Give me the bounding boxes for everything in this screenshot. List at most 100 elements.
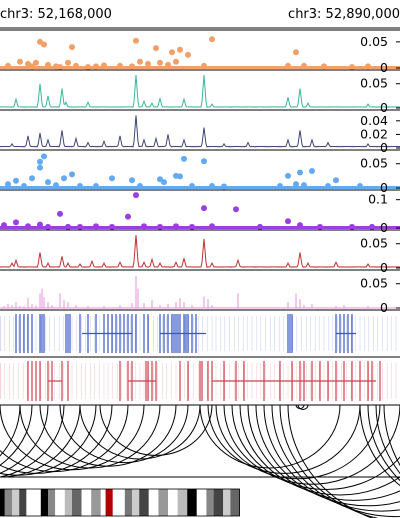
ideogram-band (149, 489, 159, 516)
y-tick-label: 0 (380, 260, 388, 275)
data-point (145, 61, 151, 67)
ideogram-band (158, 489, 168, 516)
data-point (93, 183, 99, 189)
data-point (5, 63, 11, 69)
data-point (77, 224, 83, 230)
data-point (277, 183, 283, 189)
data-point (73, 63, 79, 69)
arc (272, 405, 400, 517)
region-end-label: chr3: 52,890,000 (288, 7, 400, 22)
ideogram-band (26, 489, 40, 516)
region-start-label: chr3: 52,168,000 (0, 7, 112, 22)
data-point (317, 224, 323, 230)
data-point (61, 175, 67, 181)
track-8-blue-features (0, 310, 400, 353)
chromosome-ideogram (0, 489, 240, 516)
track-1-orange-dots: 0.05 0 (0, 30, 400, 75)
ideogram-band (214, 489, 224, 516)
data-point (161, 179, 167, 185)
data-point (137, 59, 143, 65)
arc (368, 405, 400, 518)
track-7-pink-bars: 0.050 (0, 270, 400, 315)
y-tick-label: 0.05 (360, 34, 388, 49)
ideogram-band (101, 489, 106, 516)
data-point (201, 63, 207, 69)
data-point (209, 183, 215, 189)
data-point (37, 159, 43, 165)
data-point (93, 223, 99, 229)
data-point (93, 63, 99, 69)
series-line (0, 235, 400, 267)
data-point (157, 224, 163, 230)
ideogram-band (178, 489, 188, 516)
arc (200, 405, 340, 468)
y-tick-label: 0 (380, 140, 388, 155)
arc (0, 405, 96, 475)
ideogram-band (48, 489, 55, 516)
y-tick-label: 0 (380, 220, 388, 235)
data-point (333, 177, 339, 183)
data-point (177, 47, 183, 53)
data-point (65, 224, 71, 230)
data-point (153, 45, 159, 51)
data-point (297, 222, 303, 228)
data-point (301, 182, 307, 188)
y-tick-label: 0.05 (360, 76, 388, 91)
data-point (209, 223, 215, 229)
data-point (125, 214, 131, 220)
data-point (301, 63, 307, 69)
data-point (117, 63, 123, 69)
data-point (37, 165, 43, 171)
data-point (233, 206, 239, 212)
track-6-red-line: 0.05 0 (0, 230, 400, 275)
y-tick-label: 0 (380, 60, 388, 75)
ideogram-band (65, 489, 72, 516)
series-line (0, 75, 400, 107)
data-point (53, 182, 59, 188)
data-point (285, 173, 291, 179)
data-point (349, 224, 355, 230)
ideogram-band (82, 489, 92, 516)
data-point (325, 183, 331, 189)
data-point (177, 173, 183, 179)
track-3-navy-line: 0.040.020 (0, 110, 400, 155)
data-point (5, 181, 11, 187)
data-point (173, 223, 179, 229)
data-point (173, 59, 179, 65)
ideogram-band (168, 489, 178, 516)
data-point (85, 64, 91, 70)
track-2-teal-line: 0.050 (0, 70, 400, 115)
y-tick-label: 0.05 (360, 236, 388, 251)
data-point (357, 183, 363, 189)
data-point (285, 63, 291, 69)
data-point (17, 59, 23, 65)
data-point (129, 63, 135, 69)
data-point (33, 60, 39, 66)
data-point (133, 192, 139, 198)
ideogram-band (72, 489, 82, 516)
ideogram-band (113, 489, 125, 516)
ideogram-band (55, 489, 65, 516)
data-point (45, 179, 51, 185)
arc (80, 405, 200, 459)
track-9-red-features (0, 357, 400, 401)
data-point (13, 219, 19, 225)
ideogram-band (41, 489, 48, 516)
data-point (293, 49, 299, 55)
data-point (257, 224, 263, 230)
data-point (77, 183, 83, 189)
y-tick-label: 0 (380, 300, 388, 315)
data-point (201, 205, 207, 211)
ideogram-band (197, 489, 207, 516)
arc (240, 405, 400, 495)
data-point (165, 62, 171, 68)
data-point (109, 224, 115, 230)
data-point (65, 60, 71, 66)
arc (288, 405, 400, 518)
data-point (181, 156, 187, 162)
track-4-blue-dots: 0.05 0 (0, 150, 400, 195)
data-point (169, 49, 175, 55)
data-point (101, 62, 107, 68)
data-point (69, 44, 75, 50)
